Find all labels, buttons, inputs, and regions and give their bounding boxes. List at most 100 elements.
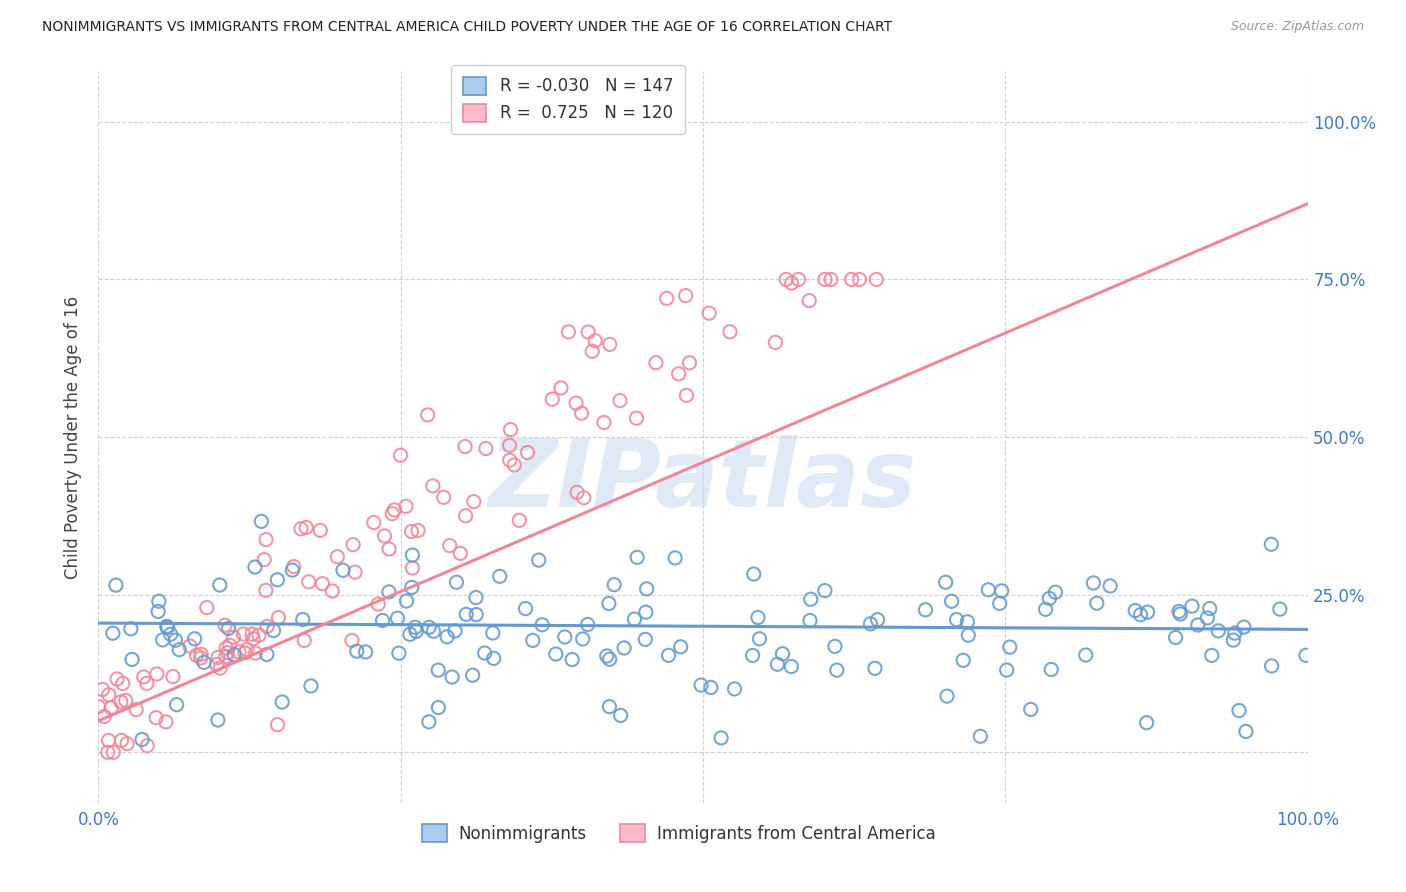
Point — [110, 733, 132, 747]
Point — [145, 711, 167, 725]
Point — [780, 659, 803, 673]
Point — [111, 676, 134, 690]
Point — [291, 613, 314, 627]
Point — [214, 618, 236, 632]
Point — [371, 614, 394, 628]
Point — [120, 622, 142, 636]
Point — [253, 552, 276, 566]
Point — [664, 550, 686, 565]
Point — [1222, 633, 1244, 648]
Point — [207, 650, 229, 665]
Point — [97, 745, 120, 759]
Point — [977, 582, 1000, 597]
Point — [233, 646, 256, 660]
Point — [675, 388, 697, 402]
Point — [326, 549, 349, 564]
Point — [474, 646, 496, 660]
Point — [298, 574, 321, 589]
Point — [254, 533, 277, 547]
Point — [401, 524, 423, 539]
Point — [700, 681, 723, 695]
Point — [669, 640, 692, 654]
Point — [626, 550, 648, 565]
Point — [634, 605, 657, 619]
Point — [240, 627, 263, 641]
Point — [848, 272, 870, 286]
Point — [814, 272, 837, 286]
Point — [780, 276, 803, 290]
Point — [841, 272, 863, 286]
Point — [101, 626, 124, 640]
Point — [454, 508, 477, 523]
Point — [1268, 602, 1291, 616]
Point — [131, 732, 153, 747]
Point — [1040, 663, 1063, 677]
Point — [1223, 626, 1246, 640]
Point — [1260, 659, 1282, 673]
Point — [775, 272, 797, 286]
Point — [1208, 624, 1230, 638]
Point — [998, 640, 1021, 654]
Point — [363, 516, 385, 530]
Point — [135, 676, 157, 690]
Point — [208, 578, 231, 592]
Point — [406, 524, 429, 538]
Point — [503, 458, 526, 472]
Point — [346, 644, 368, 658]
Point — [263, 624, 285, 638]
Point — [1260, 537, 1282, 551]
Point — [103, 745, 125, 759]
Point — [159, 627, 181, 641]
Point — [114, 693, 136, 707]
Point — [215, 640, 238, 655]
Point — [271, 695, 294, 709]
Point — [436, 630, 458, 644]
Point — [576, 325, 599, 339]
Point — [378, 585, 401, 599]
Point — [515, 601, 537, 615]
Point — [814, 583, 837, 598]
Point — [465, 607, 488, 622]
Point — [865, 272, 887, 286]
Point — [613, 640, 636, 655]
Point — [596, 648, 619, 663]
Point — [1035, 602, 1057, 616]
Point — [222, 630, 245, 644]
Point — [859, 616, 882, 631]
Point — [748, 632, 770, 646]
Point — [93, 709, 115, 723]
Point — [152, 632, 174, 647]
Point — [266, 717, 288, 731]
Point — [690, 678, 713, 692]
Point — [121, 652, 143, 666]
Point — [354, 645, 377, 659]
Point — [1019, 702, 1042, 716]
Point — [342, 538, 364, 552]
Point — [463, 494, 485, 508]
Point — [125, 703, 148, 717]
Point — [309, 524, 332, 538]
Point — [281, 563, 304, 577]
Point — [146, 667, 169, 681]
Point — [388, 646, 411, 660]
Point — [245, 646, 267, 660]
Point — [531, 617, 554, 632]
Point — [741, 648, 763, 663]
Point — [583, 334, 606, 348]
Point — [576, 617, 599, 632]
Point — [292, 633, 315, 648]
Point — [344, 565, 367, 579]
Point — [439, 539, 461, 553]
Point — [763, 335, 786, 350]
Point — [416, 408, 439, 422]
Point — [723, 681, 745, 696]
Point — [499, 453, 522, 467]
Point — [250, 514, 273, 528]
Point — [718, 325, 741, 339]
Point — [742, 567, 765, 582]
Point — [217, 646, 239, 660]
Point — [332, 563, 354, 577]
Point — [1198, 601, 1220, 615]
Point — [626, 411, 648, 425]
Point — [256, 619, 278, 633]
